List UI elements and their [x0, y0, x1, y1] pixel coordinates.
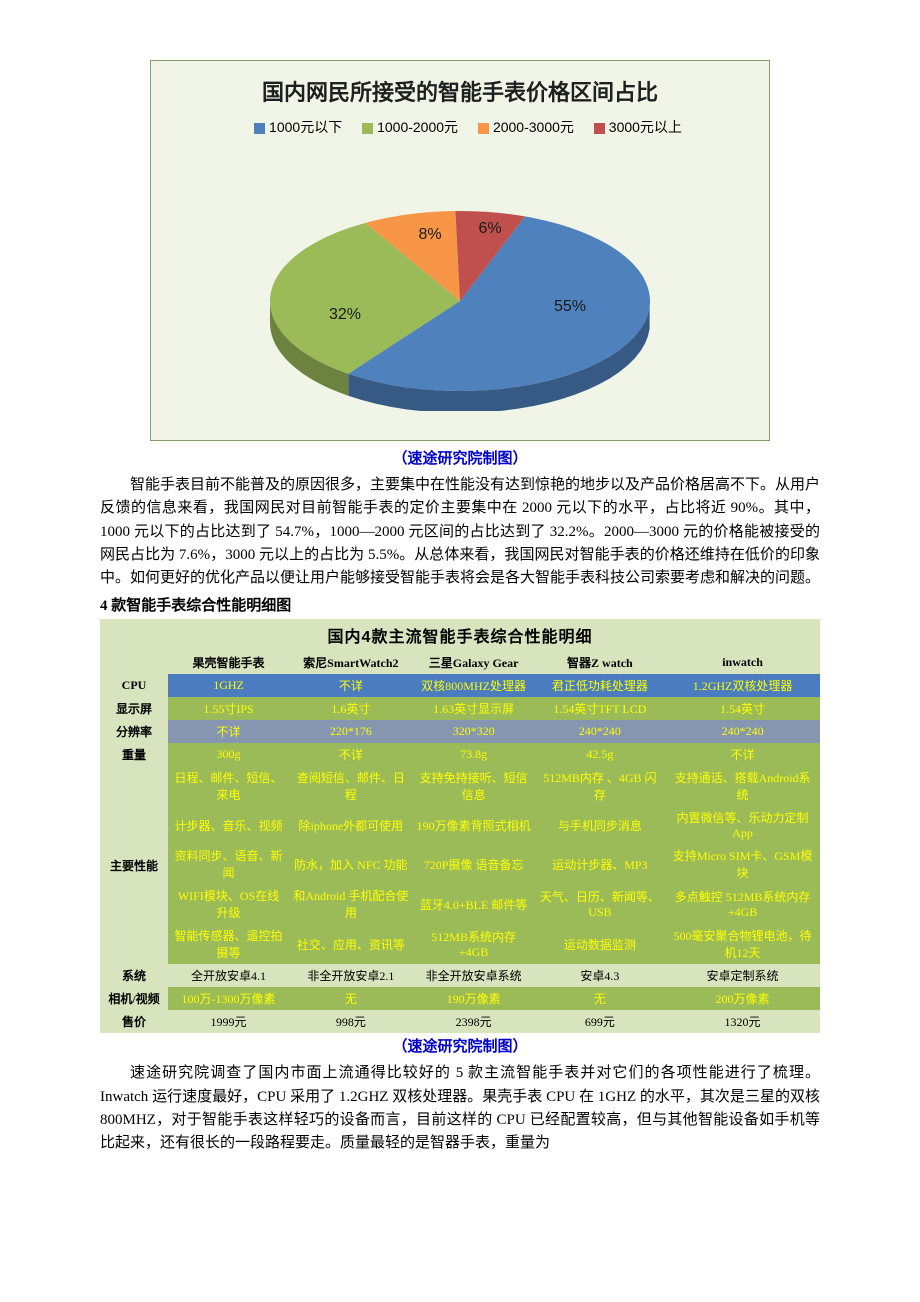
spec-cell: 不详 — [289, 743, 413, 766]
spec-cell: 支持通话、搭载Android系统 — [665, 766, 820, 806]
spec-cell: 73.8g — [413, 743, 535, 766]
spec-cell: 不详 — [665, 743, 820, 766]
spec-cell: 720P摄像 语音备忘 — [413, 844, 535, 884]
spec-cell: 全开放安卓4.1 — [168, 964, 289, 987]
spec-column-header: 索尼SmartWatch2 — [289, 651, 413, 674]
chart-title: 国内网民所接受的智能手表价格区间占比 — [161, 75, 759, 107]
legend-swatch-1 — [362, 123, 373, 134]
pie-slice-label: 55% — [554, 298, 586, 315]
spec-cell: 220*176 — [289, 720, 413, 743]
legend-swatch-0 — [254, 123, 265, 134]
pie-slice-label: 32% — [329, 306, 361, 323]
spec-cell: 查阅短信、邮件、日程 — [289, 766, 413, 806]
spec-cell: 双核800MHZ处理器 — [413, 674, 535, 697]
paragraph-2: 速途研究院调查了国内市面上流通得比较好的 5 款主流智能手表并对它们的各项性能进… — [100, 1062, 820, 1155]
spec-cell: 与手机同步消息 — [535, 806, 665, 844]
spec-cell: 智能传感器、遥控拍摄等 — [168, 924, 289, 964]
legend-label-1: 1000-2000元 — [377, 119, 458, 135]
spec-row-header: 重量 — [100, 743, 168, 766]
section-heading: 4 款智能手表综合性能明细图 — [100, 594, 820, 615]
spec-cell: 多点触控 512MB系统内存+4GB — [665, 884, 820, 924]
spec-cell: 1.6英寸 — [289, 697, 413, 720]
spec-cell: 1GHZ — [168, 674, 289, 697]
spec-cell: 512MB内存 、4GB 闪存 — [535, 766, 665, 806]
spec-cell: 240*240 — [665, 720, 820, 743]
spec-cell: 非全开放安卓系统 — [413, 964, 535, 987]
spec-row-header: 售价 — [100, 1010, 168, 1033]
pie-slice-label: 8% — [418, 226, 441, 243]
spec-cell: 君正低功耗处理器 — [535, 674, 665, 697]
spec-cell: 1320元 — [665, 1010, 820, 1033]
legend-label-3: 3000元以上 — [609, 119, 682, 135]
spec-column-header: 智器Z watch — [535, 651, 665, 674]
pie-slice-label: 6% — [478, 220, 501, 237]
spec-cell: 蓝牙4.0+BLE 邮件等 — [413, 884, 535, 924]
spec-cell: 安卓定制系统 — [665, 964, 820, 987]
chart-caption: （速途研究院制图） — [100, 447, 820, 468]
spec-cell: 998元 — [289, 1010, 413, 1033]
spec-cell: 500毫安聚合物锂电池，待机12天 — [665, 924, 820, 964]
spec-cell: 不详 — [168, 720, 289, 743]
spec-cell: 1.54英寸 — [665, 697, 820, 720]
spec-cell: 200万像素 — [665, 987, 820, 1010]
spec-cell: 计步器、音乐、视频 — [168, 806, 289, 844]
spec-cell: 天气、日历、新闻等、USB — [535, 884, 665, 924]
spec-row-header: 系统 — [100, 964, 168, 987]
table-caption: （速途研究院制图） — [100, 1035, 820, 1056]
spec-cell: 190万像素背照式相机 — [413, 806, 535, 844]
spec-column-header: 三星Galaxy Gear — [413, 651, 535, 674]
spec-table-wrap: 国内4款主流智能手表综合性能明细 果壳智能手表索尼SmartWatch2三星Ga… — [100, 619, 820, 1033]
spec-table-title: 国内4款主流智能手表综合性能明细 — [100, 619, 820, 651]
spec-cell: 320*320 — [413, 720, 535, 743]
spec-column-header: inwatch — [665, 651, 820, 674]
spec-row-header: 相机/视频 — [100, 987, 168, 1010]
spec-cell: 资料同步、语音、新闻 — [168, 844, 289, 884]
spec-row-header: CPU — [100, 674, 168, 697]
spec-row-header: 分辨率 — [100, 720, 168, 743]
legend-swatch-2 — [478, 123, 489, 134]
spec-cell: 和Android 手机配合使用 — [289, 884, 413, 924]
spec-cell: 240*240 — [535, 720, 665, 743]
spec-cell: WIFI模块、OS在线升级 — [168, 884, 289, 924]
page: 国内网民所接受的智能手表价格区间占比 1000元以下 1000-2000元 20… — [0, 0, 920, 1217]
spec-cell: 运动数据监测 — [535, 924, 665, 964]
spec-cell: 190万像素 — [413, 987, 535, 1010]
spec-cell: 支持Micro SIM卡、GSM模块 — [665, 844, 820, 884]
price-pie-chart: 国内网民所接受的智能手表价格区间占比 1000元以下 1000-2000元 20… — [150, 60, 770, 441]
legend-label-2: 2000-3000元 — [493, 119, 574, 135]
spec-cell: 社交、应用、资讯等 — [289, 924, 413, 964]
spec-row-header: 主要性能 — [100, 766, 168, 964]
spec-cell: 非全开放安卓2.1 — [289, 964, 413, 987]
spec-cell: 无 — [535, 987, 665, 1010]
spec-cell: 不详 — [289, 674, 413, 697]
spec-cell: 除iphone外都可使用 — [289, 806, 413, 844]
spec-cell: 1.54英寸TFT LCD — [535, 697, 665, 720]
spec-cell: 1.2GHZ双核处理器 — [665, 674, 820, 697]
spec-cell: 512MB系统内存+4GB — [413, 924, 535, 964]
legend-label-0: 1000元以下 — [269, 119, 342, 135]
spec-cell: 内置微信等、乐动力定制App — [665, 806, 820, 844]
spec-cell: 运动计步器、MP3 — [535, 844, 665, 884]
spec-cell: 无 — [289, 987, 413, 1010]
spec-cell: 42.5g — [535, 743, 665, 766]
spec-cell: 100万-1300万像素 — [168, 987, 289, 1010]
spec-cell: 1.55寸IPS — [168, 697, 289, 720]
legend-swatch-3 — [594, 123, 605, 134]
chart-legend: 1000元以下 1000-2000元 2000-3000元 3000元以上 — [161, 117, 759, 137]
spec-cell: 防水，加入 NFC 功能 — [289, 844, 413, 884]
spec-cell: 安卓4.3 — [535, 964, 665, 987]
pie-canvas: 55% 32% 8% 6% — [161, 145, 759, 426]
spec-table: 果壳智能手表索尼SmartWatch2三星Galaxy Gear智器Z watc… — [100, 651, 820, 1033]
spec-column-header: 果壳智能手表 — [168, 651, 289, 674]
spec-cell: 300g — [168, 743, 289, 766]
spec-cell: 1.63英寸显示屏 — [413, 697, 535, 720]
spec-cell: 日程、邮件、短信、来电 — [168, 766, 289, 806]
spec-cell: 699元 — [535, 1010, 665, 1033]
spec-row-header: 显示屏 — [100, 697, 168, 720]
spec-cell: 1999元 — [168, 1010, 289, 1033]
spec-column-header — [100, 651, 168, 674]
spec-cell: 支持免持接听、短信信息 — [413, 766, 535, 806]
spec-cell: 2398元 — [413, 1010, 535, 1033]
paragraph-1: 智能手表目前不能普及的原因很多，主要集中在性能没有达到惊艳的地步以及产品价格居高… — [100, 474, 820, 590]
